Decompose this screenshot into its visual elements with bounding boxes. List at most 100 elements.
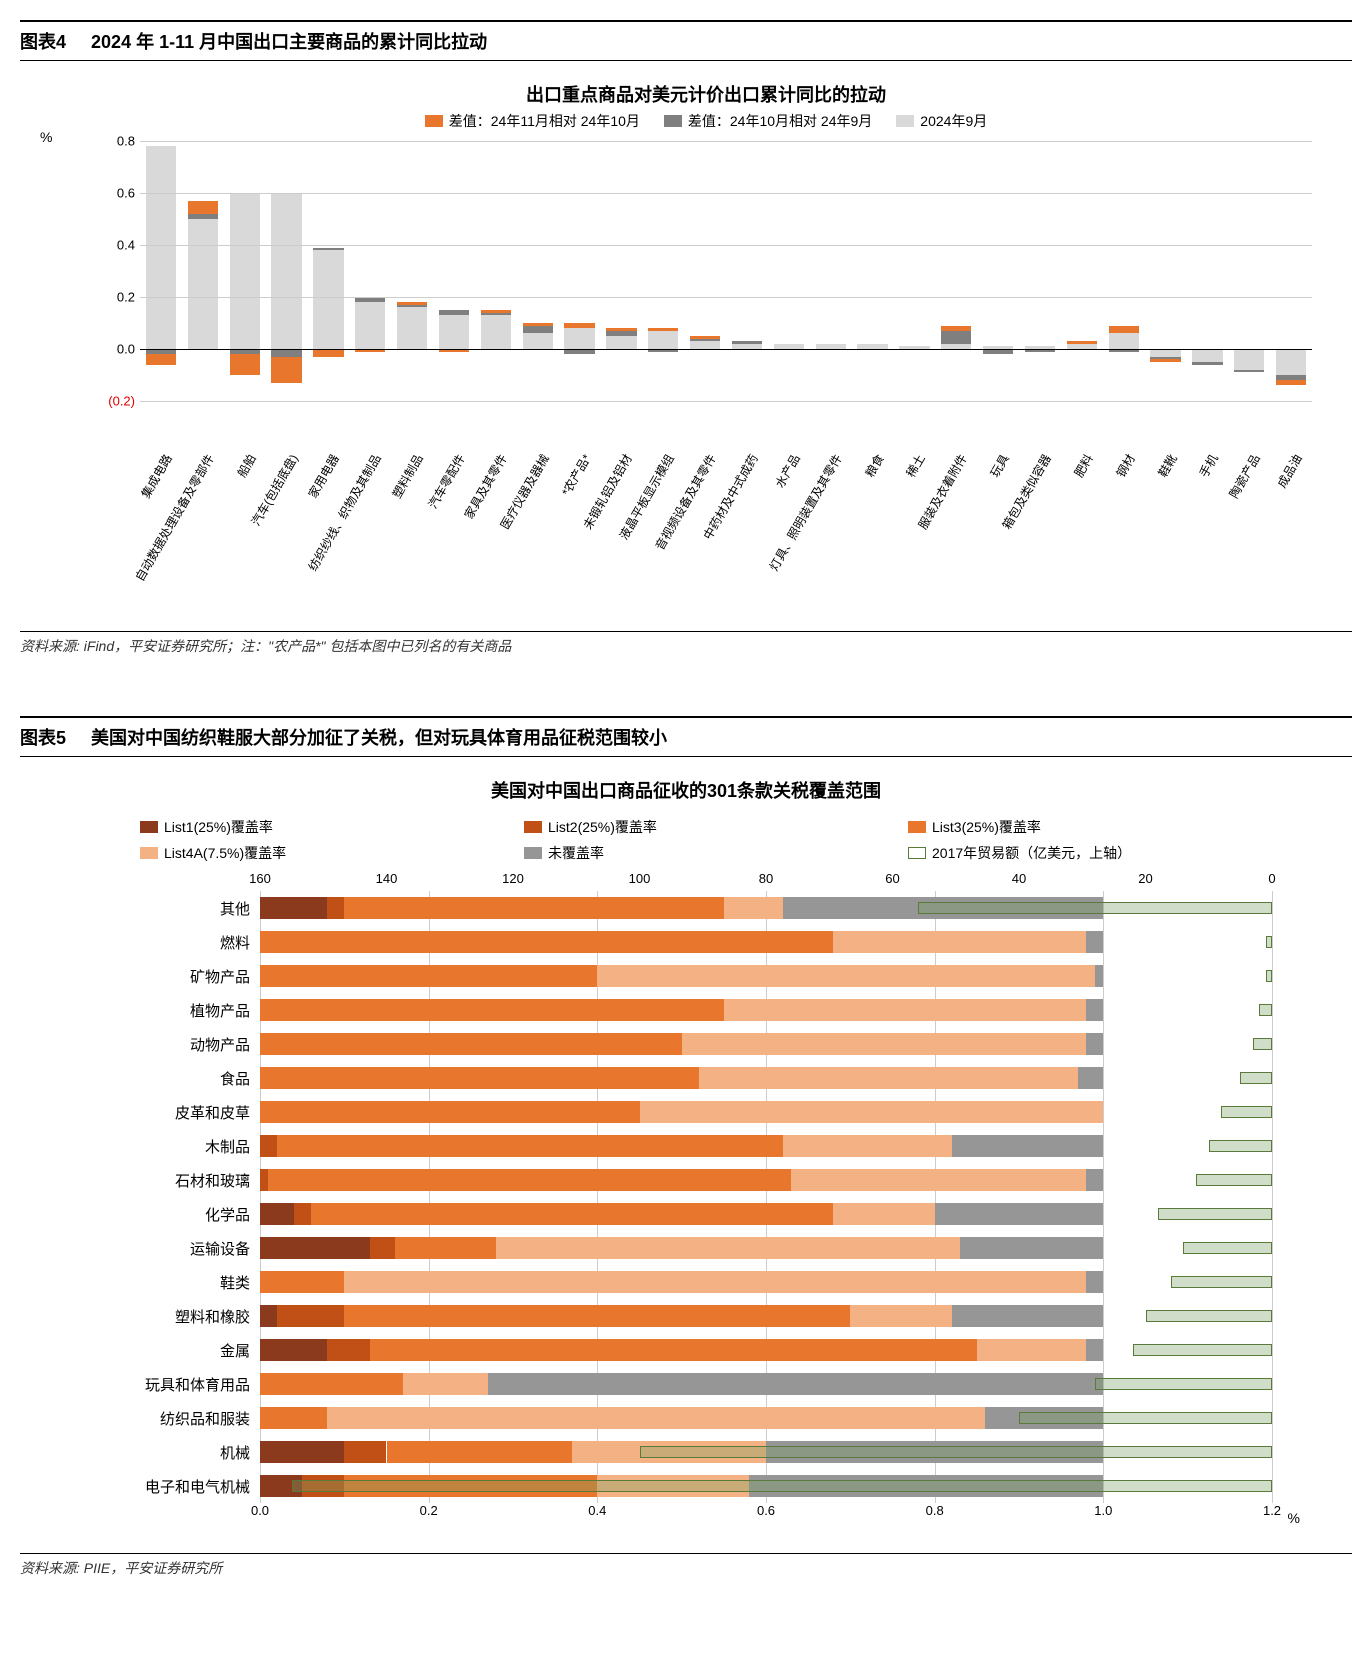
y-tick: 0.2 [117,290,135,305]
bar-segment [1150,359,1180,362]
row-label: 电子和电气机械 [60,1476,255,1497]
bar-segment-l3 [260,999,724,1021]
bar-segment-l4a [496,1237,960,1259]
bar-segment-l1 [260,1441,344,1463]
chart-row: 矿物产品 [260,959,1272,993]
fig5-number: 图表5 [20,728,66,748]
bar-column: 服装及衣着附件 [937,141,975,401]
row-label: 玩具和体育用品 [60,1374,255,1395]
fig5-rows: 其他燃料矿物产品植物产品动物产品食品皮革和皮草木制品石材和玻璃化学品运输设备鞋类… [260,891,1272,1503]
bar-track [260,1135,1272,1157]
chart-row: 运输设备 [260,1231,1272,1265]
bar-segment-un [1095,965,1103,987]
trade-bar [1253,1038,1272,1050]
trade-bar [1171,1276,1272,1288]
row-label: 动物产品 [60,1034,255,1055]
bar-segment-l3 [268,1169,791,1191]
trade-bar [640,1446,1273,1458]
chart-row: 机械 [260,1435,1272,1469]
trade-bar [1146,1310,1273,1322]
legend-label: 差值：24年11月相对 24年10月 [449,111,640,131]
bar-segment-l3 [260,1067,699,1089]
fig4-plot: (0.2)0.00.20.40.60.8 集成电路自动数据处理设备及零部件船舶汽… [140,141,1312,401]
bar-column: 玩具 [979,141,1017,401]
bar-segment [1192,362,1222,365]
legend-label: List1(25%)覆盖率 [164,817,273,837]
bar-segment-l4a [724,999,1087,1021]
y-tick: 0.4 [117,238,135,253]
bar-segment [188,214,218,219]
fig5-bottom-axis: % 0.00.20.40.60.81.01.2 [260,1503,1272,1523]
bar-segment [1109,326,1139,334]
bottom-tick: 0.2 [420,1503,438,1518]
bar-segment [481,310,511,313]
bar-segment [313,248,343,251]
row-label: 矿物产品 [60,966,255,987]
bottom-tick: 0.8 [926,1503,944,1518]
chart-row: 石材和玻璃 [260,1163,1272,1197]
row-label: 燃料 [60,932,255,953]
bar-segment-l3 [260,931,833,953]
row-label: 化学品 [60,1204,255,1225]
bar-track [260,1373,1272,1395]
bar-segment [648,328,678,331]
legend-label: 未覆盖率 [548,843,604,863]
bar-segment [355,302,385,349]
bar-segment-l3 [260,1101,640,1123]
y-tick: 0.0 [117,342,135,357]
legend-item: 未覆盖率 [524,843,888,863]
bar-segment [1067,341,1097,344]
bar-track [260,1033,1272,1055]
trade-bar [918,902,1272,914]
trade-bar [292,1480,1272,1492]
bar-segment [1150,349,1180,357]
bar-segment [1109,333,1139,349]
bar-segment-l1 [260,897,327,919]
bar-column: 鞋靴 [1147,141,1185,401]
legend-item: List1(25%)覆盖率 [140,817,504,837]
fig4-chart-title: 出口重点商品对美元计价出口累计同比的拉动 [100,81,1312,107]
bar-segment-l3 [311,1203,834,1225]
bar-column: 音视频设备及其零件 [686,141,724,401]
bar-segment-l4a [783,1135,952,1157]
chart-row: 燃料 [260,925,1272,959]
bar-track [260,1169,1272,1191]
trade-bar [1259,1004,1272,1016]
bar-segment [941,326,971,331]
bar-column: 塑料制品 [393,141,431,401]
bar-segment [1276,349,1306,375]
fig5-top-axis: 160140120100806040200 [260,871,1272,891]
bar-column: 成品油 [1272,141,1310,401]
trade-bar [1266,970,1272,982]
bar-segment [1234,370,1264,373]
top-tick: 40 [1012,871,1026,886]
bar-segment [606,328,636,331]
bar-segment-l4a [833,1203,934,1225]
bar-column: 灯具、照明装置及其零件 [812,141,850,401]
bar-segment [523,323,553,326]
legend-swatch [425,115,443,127]
bar-column: 水产品 [770,141,808,401]
bottom-tick: 0.0 [251,1503,269,1518]
bar-segment [271,357,301,383]
bar-column: 汽车(包括底盘) [268,141,306,401]
bar-segment [481,315,511,349]
fig5-plot-wrap: List1(25%)覆盖率List2(25%)覆盖率List3(25%)覆盖率L… [60,807,1312,1543]
legend-item: List3(25%)覆盖率 [908,817,1272,837]
bar-column: *农产品* [561,141,599,401]
bar-segment [313,250,343,349]
bar-segment [1192,349,1222,362]
chart-row: 植物产品 [260,993,1272,1027]
legend-item: List4A(7.5%)覆盖率 [140,843,504,863]
bar-segment [439,315,469,349]
legend-label: 2017年贸易额（亿美元，上轴） [932,843,1131,863]
bar-segment-l3 [370,1339,977,1361]
fig4-number: 图表4 [20,32,66,52]
bar-segment-l4a [833,931,1086,953]
bar-segment-un [488,1373,1104,1395]
bar-column: 自动数据处理设备及零部件 [184,141,222,401]
bar-track [260,1441,1272,1463]
bar-track [260,1271,1272,1293]
row-label: 塑料和橡胶 [60,1306,255,1327]
legend-swatch [908,821,926,833]
